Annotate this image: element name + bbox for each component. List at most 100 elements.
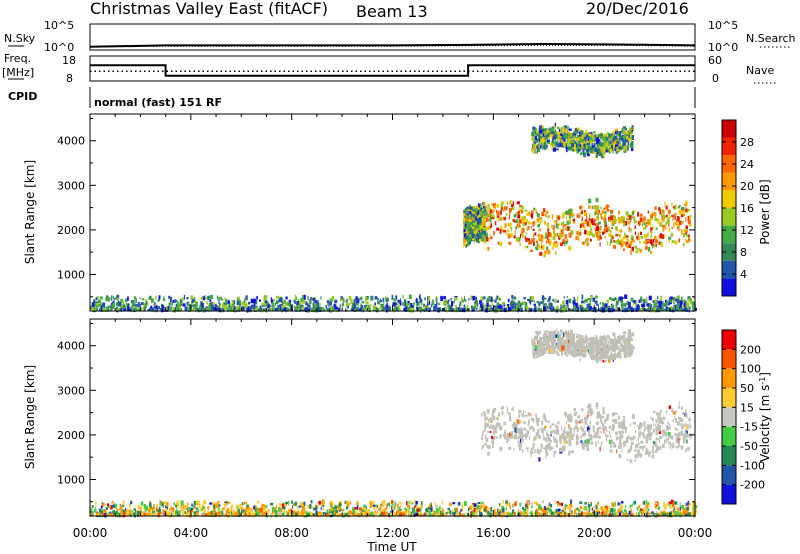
data-cell <box>683 507 686 513</box>
power-colorbar-tick-label: 12 <box>740 224 754 237</box>
data-cell <box>525 501 527 504</box>
data-cell <box>397 307 399 312</box>
data-cell <box>264 295 268 300</box>
data-cell <box>573 297 576 300</box>
data-cell <box>548 303 552 308</box>
data-cell <box>268 304 272 308</box>
data-cell <box>533 307 536 311</box>
data-cell <box>354 307 357 312</box>
data-cell <box>464 207 467 211</box>
data-cell <box>342 508 345 512</box>
data-cell <box>623 136 626 141</box>
data-cell <box>275 300 279 305</box>
data-cell <box>542 137 545 142</box>
data-cell <box>604 211 607 214</box>
data-cell <box>127 296 129 301</box>
data-cell <box>191 298 195 303</box>
data-cell <box>511 206 515 210</box>
data-cell <box>606 229 609 233</box>
data-cell <box>478 225 482 230</box>
data-cell <box>476 218 480 222</box>
data-cell <box>470 511 473 514</box>
power-ytick-label: 2000 <box>57 224 85 237</box>
data-cell <box>583 132 587 137</box>
data-cell <box>479 512 483 517</box>
data-cell <box>619 239 622 242</box>
data-cell <box>326 307 330 311</box>
data-cell <box>672 297 676 301</box>
data-cell <box>473 216 477 219</box>
data-cell <box>477 237 480 240</box>
data-cell <box>544 303 547 306</box>
data-cell <box>379 505 381 508</box>
data-cell <box>576 143 580 147</box>
data-cell <box>169 508 171 511</box>
data-cell <box>562 225 565 228</box>
data-cell <box>522 223 525 227</box>
data-cell <box>579 224 582 228</box>
data-cell <box>326 300 330 304</box>
data-cell <box>660 295 663 301</box>
data-cell <box>568 145 572 149</box>
data-cell <box>531 136 535 141</box>
data-cell <box>584 229 587 235</box>
data-cell <box>278 511 281 516</box>
data-cell <box>487 204 490 208</box>
data-cell <box>187 509 189 513</box>
data-cell <box>635 303 637 308</box>
data-cell <box>464 214 467 218</box>
data-cell <box>514 501 517 507</box>
data-cell <box>476 240 480 243</box>
data-cell <box>155 307 157 313</box>
data-cell <box>313 507 317 511</box>
data-cell <box>441 507 443 512</box>
data-cell <box>172 300 175 303</box>
data-cell <box>465 244 467 248</box>
data-cell <box>524 304 527 310</box>
data-cell <box>581 144 583 149</box>
data-cell <box>615 130 617 135</box>
data-cell <box>278 306 280 312</box>
data-cell <box>671 240 675 244</box>
data-cell <box>158 295 161 300</box>
data-cell <box>301 503 305 508</box>
data-cell <box>111 513 113 517</box>
data-cell <box>444 513 447 516</box>
data-cell <box>566 238 569 242</box>
data-cell <box>511 509 515 514</box>
data-cell <box>520 216 524 220</box>
data-cell <box>664 226 667 230</box>
data-cell <box>644 309 647 312</box>
data-cell <box>472 295 476 301</box>
data-cell <box>210 302 214 307</box>
data-cell <box>312 298 315 301</box>
data-cell <box>676 506 679 511</box>
data-cell <box>110 505 113 510</box>
data-cell <box>372 513 374 517</box>
data-cell <box>438 302 441 305</box>
data-cell <box>556 501 559 504</box>
data-cell <box>619 296 622 301</box>
data-cell <box>275 308 276 312</box>
data-cell <box>400 510 403 513</box>
data-cell <box>448 307 451 312</box>
data-cell <box>472 219 474 225</box>
data-cell <box>391 505 393 510</box>
data-cell <box>348 303 351 306</box>
data-cell <box>643 500 646 505</box>
data-cell <box>631 239 635 243</box>
data-cell <box>512 505 514 509</box>
data-cell <box>664 303 667 306</box>
data-cell <box>658 303 661 308</box>
data-cell <box>559 140 561 144</box>
data-cell <box>542 133 546 137</box>
data-cell <box>400 298 402 303</box>
data-cell <box>621 298 623 304</box>
data-cell <box>449 513 452 517</box>
data-cell <box>552 242 556 247</box>
data-cell <box>404 299 407 304</box>
data-cell <box>494 221 497 226</box>
data-cell <box>283 510 285 514</box>
data-cell <box>307 505 310 509</box>
data-cell <box>119 307 122 311</box>
